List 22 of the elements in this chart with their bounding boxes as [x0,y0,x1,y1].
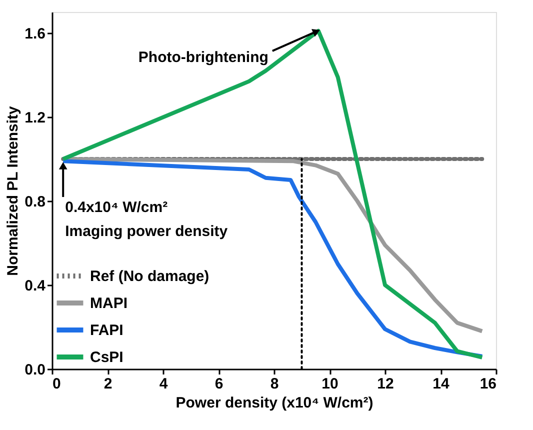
y-axis-title: Normalized PL Intensity [4,105,22,276]
x-axis-title: Power density (x10⁴ W/cm²) [176,394,374,412]
y-tick-label: 0.4 [24,278,46,294]
x-tick-label: 0 [52,376,61,392]
legend-label: MAPI [90,295,128,312]
x-tick-label: 6 [214,376,224,392]
legend-label: CsPI [90,349,124,366]
x-tick-label: 16 [480,376,496,392]
annotation: Photo-brightening [138,48,268,66]
y-tick-label: 1.2 [24,110,46,126]
legend-label: Ref (No damage) [90,268,210,285]
x-tick-label: 14 [432,376,450,392]
annotation: 0.4x10⁴ W/cm² Imaging power density [65,199,228,240]
x-tick-label: 8 [270,376,279,392]
y-tick-label: 1.6 [24,26,46,42]
x-tick-label: 2 [104,376,112,392]
x-tick-label: 10 [322,376,338,392]
y-tick-label: 0.0 [24,362,46,378]
y-tick-label: 0.8 [24,194,46,210]
legend-label: FAPI [90,322,124,339]
x-tick-label: 12 [377,376,394,392]
x-tick-label: 4 [159,376,168,392]
